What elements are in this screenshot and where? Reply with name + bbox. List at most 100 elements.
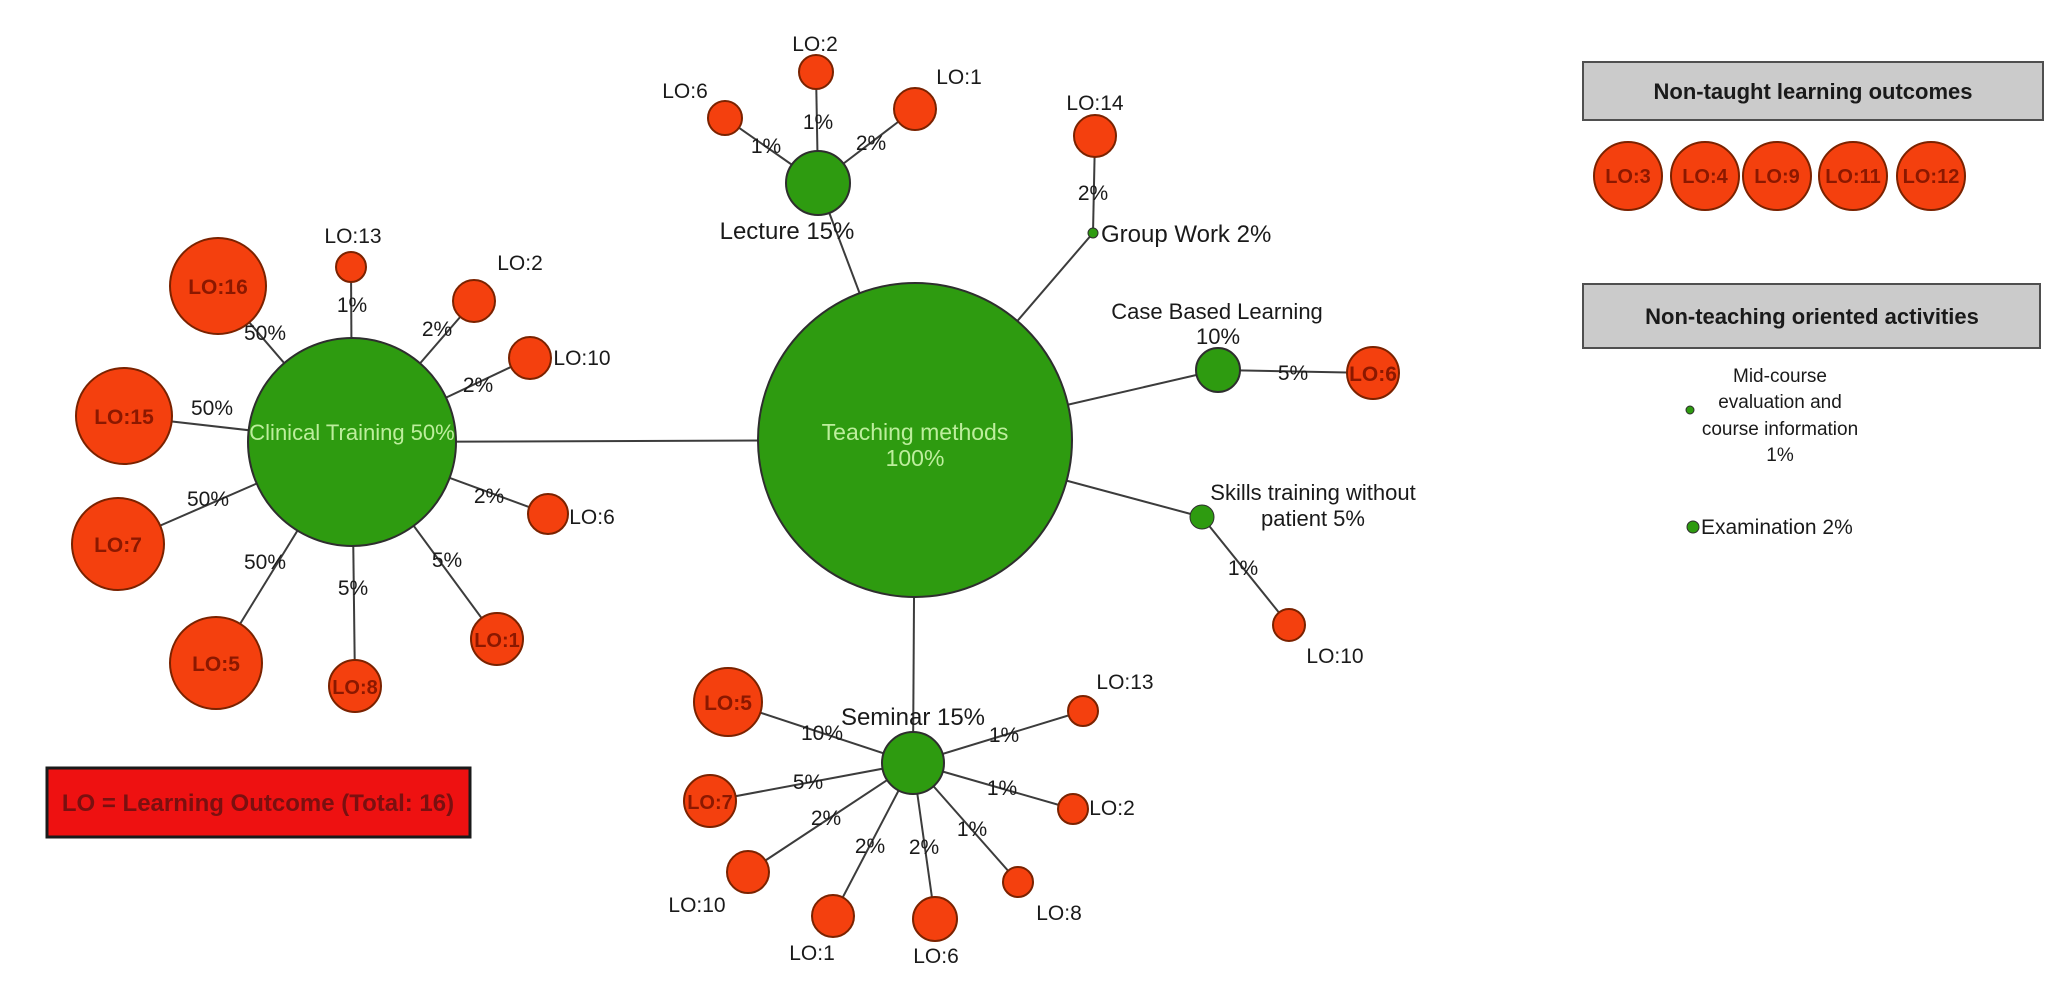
node-clinical-lo16 <box>169 237 267 335</box>
node-skills-training <box>1189 504 1215 530</box>
legend-label-lo3: LO:3 <box>1605 166 1651 188</box>
node-lecture-lo1 <box>893 87 937 131</box>
label-clinical-lo15: LO:15 <box>94 406 154 429</box>
label-lecture-lo2: LO:2 <box>792 33 838 56</box>
node-group-work <box>1087 227 1099 239</box>
node-seminar-lo7 <box>683 774 737 828</box>
pct-seminar-lo5: 10% <box>801 722 843 745</box>
node-clinical-lo1 <box>470 612 524 666</box>
label-skills-lo10: LO:10 <box>1306 645 1363 668</box>
node-seminar-lo2 <box>1057 793 1089 825</box>
node-clinical-lo13 <box>335 251 367 283</box>
label-group-work: Group Work 2% <box>1101 221 1271 248</box>
pct-seminar-lo8: 1% <box>957 818 987 841</box>
legend-label-lo9: LO:9 <box>1754 166 1800 188</box>
label-teaching-methods-line2: 100% <box>886 445 945 471</box>
pct-clinical-lo7: 50% <box>187 488 229 511</box>
label-case-based-line2: 10% <box>1196 324 1240 349</box>
pct-clinical-lo8: 5% <box>338 577 368 600</box>
label-group-work-lo14: LO:14 <box>1066 92 1124 115</box>
label-case-based-lo6: LO:6 <box>1349 363 1397 386</box>
label-case-based-line1: Case Based Learning <box>1111 299 1323 324</box>
node-clinical-lo10 <box>508 336 552 380</box>
node-clinical-lo7 <box>71 497 165 591</box>
node-clinical-lo8 <box>328 659 382 713</box>
pct-skills-lo10: 1% <box>1228 557 1258 580</box>
legend-label-lo12: LO:12 <box>1903 166 1960 188</box>
legend-node-lo11 <box>1818 141 1888 211</box>
edge-skills-lo10 <box>1201 516 1290 626</box>
node-clinical-lo5 <box>169 616 263 710</box>
label-clinical-lo10: LO:10 <box>553 347 610 370</box>
node-skills-lo10 <box>1272 608 1306 642</box>
label-seminar-lo8: LO:8 <box>1036 902 1082 925</box>
pct-seminar-lo13: 1% <box>989 724 1019 747</box>
legend-midcourse-line2: evaluation and <box>1718 392 1842 413</box>
pct-seminar-lo1: 2% <box>855 835 885 858</box>
pct-seminar-lo2: 1% <box>987 777 1017 800</box>
label-clinical-lo5: LO:5 <box>192 653 240 676</box>
node-case-based-learning <box>1195 347 1241 393</box>
label-clinical-lo13: LO:13 <box>324 225 381 248</box>
edge-seminar-lo7 <box>709 762 914 802</box>
pct-clinical-lo1: 5% <box>432 549 462 572</box>
legend-midcourse-line3: course information <box>1702 419 1858 440</box>
pct-lecture-lo6: 1% <box>751 135 781 158</box>
node-case-based-lo6 <box>1346 346 1400 400</box>
legend-non-taught-box <box>1582 61 2044 121</box>
node-lecture <box>785 150 851 216</box>
legend-midcourse-line4: 1% <box>1766 445 1794 466</box>
pct-seminar-lo6: 2% <box>909 836 939 859</box>
label-clinical-lo6: LO:6 <box>569 506 615 529</box>
node-clinical-lo6 <box>527 493 569 535</box>
pct-group-work-lo14: 2% <box>1078 182 1108 205</box>
legend-non-teaching-title: Non-teaching oriented activities <box>1645 304 1979 329</box>
pct-seminar-lo7: 5% <box>793 771 823 794</box>
pct-clinical-lo16: 50% <box>244 322 286 345</box>
legend-examination-dot <box>1686 520 1700 534</box>
label-clinical-lo16: LO:16 <box>188 276 248 299</box>
node-group-work-lo14 <box>1073 114 1117 158</box>
pct-lecture-lo1: 2% <box>856 132 886 155</box>
legend-label-lo11: LO:11 <box>1825 166 1881 188</box>
pct-clinical-lo13: 1% <box>337 294 367 317</box>
label-clinical-training: Clinical Training 50% <box>249 420 454 445</box>
node-seminar-lo5 <box>693 667 763 737</box>
label-lecture-lo1: LO:1 <box>936 66 982 89</box>
label-skills-line1: Skills training without <box>1210 480 1415 505</box>
label-seminar-lo13: LO:13 <box>1096 671 1153 694</box>
legend-node-lo12 <box>1896 141 1966 211</box>
label-seminar-lo2: LO:2 <box>1089 797 1135 820</box>
node-clinical-lo15 <box>75 367 173 465</box>
label-clinical-lo2: LO:2 <box>497 252 543 275</box>
label-lecture-lo6: LO:6 <box>662 80 708 103</box>
label-seminar-lo7: LO:7 <box>687 792 733 814</box>
pct-clinical-lo2: 2% <box>422 318 452 341</box>
pct-seminar-lo10: 2% <box>811 807 841 830</box>
label-seminar-lo10: LO:10 <box>668 894 725 917</box>
pct-clinical-lo15: 50% <box>191 397 233 420</box>
node-seminar-lo1 <box>811 894 855 938</box>
legend-label-lo4: LO:4 <box>1682 166 1728 188</box>
label-clinical-lo1: LO:1 <box>474 630 520 652</box>
note-box <box>45 766 472 839</box>
label-seminar-lo1: LO:1 <box>789 942 835 965</box>
pct-case-based-lo6: 5% <box>1278 362 1308 385</box>
node-lecture-lo6 <box>707 100 743 136</box>
label-skills-line2: patient 5% <box>1261 506 1365 531</box>
node-seminar-lo8 <box>1002 866 1034 898</box>
legend-non-teaching-box <box>1582 283 2041 349</box>
note-text: LO = Learning Outcome (Total: 16) <box>62 790 454 817</box>
label-teaching-methods-line1: Teaching methods <box>822 419 1009 445</box>
label-clinical-lo7: LO:7 <box>94 534 142 557</box>
node-teaching-methods <box>757 282 1073 598</box>
label-seminar-lo6: LO:6 <box>913 945 959 968</box>
edge-seminar-lo10 <box>747 762 914 873</box>
pct-clinical-lo10: 2% <box>463 374 493 397</box>
pct-clinical-lo6: 2% <box>474 485 504 508</box>
legend-node-lo9 <box>1742 141 1812 211</box>
node-lecture-lo2 <box>798 54 834 90</box>
legend-midcourse-dot <box>1685 405 1695 415</box>
